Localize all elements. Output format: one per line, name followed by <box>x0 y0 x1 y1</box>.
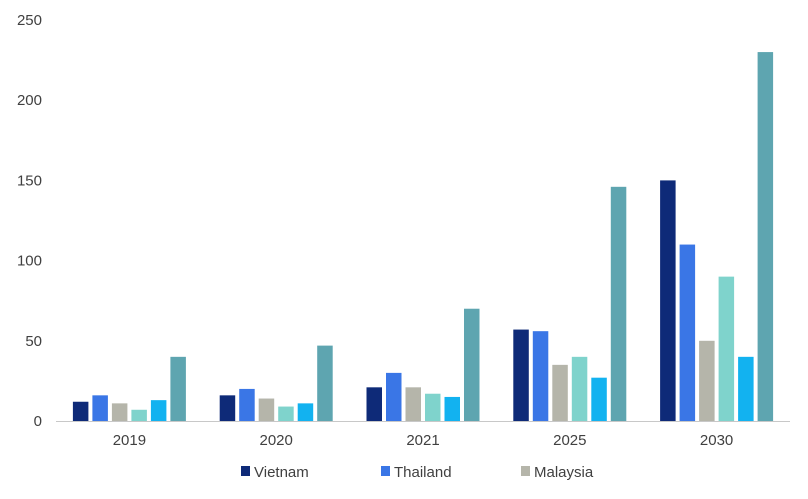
bar <box>513 329 529 421</box>
legend-label: Thailand <box>394 464 452 481</box>
x-tick-label: 2020 <box>260 432 293 449</box>
y-tick-label: 150 <box>17 172 42 189</box>
bar <box>278 406 294 421</box>
bar <box>239 388 255 421</box>
y-tick-label: 200 <box>17 92 42 109</box>
x-tick-label: 2025 <box>553 432 586 449</box>
y-tick-label: 0 <box>34 413 42 430</box>
bar <box>297 403 314 421</box>
bar <box>571 356 588 421</box>
bar <box>660 180 676 421</box>
bar <box>738 356 754 421</box>
bar <box>150 400 167 421</box>
x-tick-label: 2030 <box>700 432 733 449</box>
bar <box>72 401 89 421</box>
bar <box>366 387 382 421</box>
y-tick-label: 50 <box>25 333 42 350</box>
legend-label: Malaysia <box>534 464 594 481</box>
y-tick-label: 250 <box>17 12 42 29</box>
legend: Vietnam Thailand Malaysia <box>241 464 594 481</box>
bar <box>552 364 568 421</box>
bar <box>170 356 186 421</box>
x-axis-tick-labels: 2019 2020 2021 2025 2030 <box>113 432 734 449</box>
y-axis-tick-labels: 0 50 100 150 200 250 <box>17 12 42 430</box>
legend-swatch <box>521 466 530 476</box>
x-tick-label: 2021 <box>406 432 439 449</box>
bar <box>591 377 607 421</box>
bar <box>610 186 627 421</box>
bars <box>72 52 774 421</box>
bar <box>718 276 735 421</box>
bar <box>464 308 480 421</box>
bar <box>444 396 460 421</box>
bar <box>219 395 236 421</box>
bar <box>757 52 774 421</box>
legend-swatch <box>241 466 250 476</box>
bar <box>258 398 275 421</box>
bar <box>679 244 696 421</box>
bar <box>425 393 441 421</box>
x-tick-label: 2019 <box>113 432 146 449</box>
legend-swatch <box>381 466 390 476</box>
legend-label: Vietnam <box>254 464 309 481</box>
bar <box>111 403 128 421</box>
bar <box>131 409 147 421</box>
bar <box>92 395 108 421</box>
bar <box>386 372 402 421</box>
bar <box>699 340 715 421</box>
y-tick-label: 100 <box>17 253 42 270</box>
bar <box>532 331 549 421</box>
bar <box>317 345 333 421</box>
bar <box>405 387 421 421</box>
